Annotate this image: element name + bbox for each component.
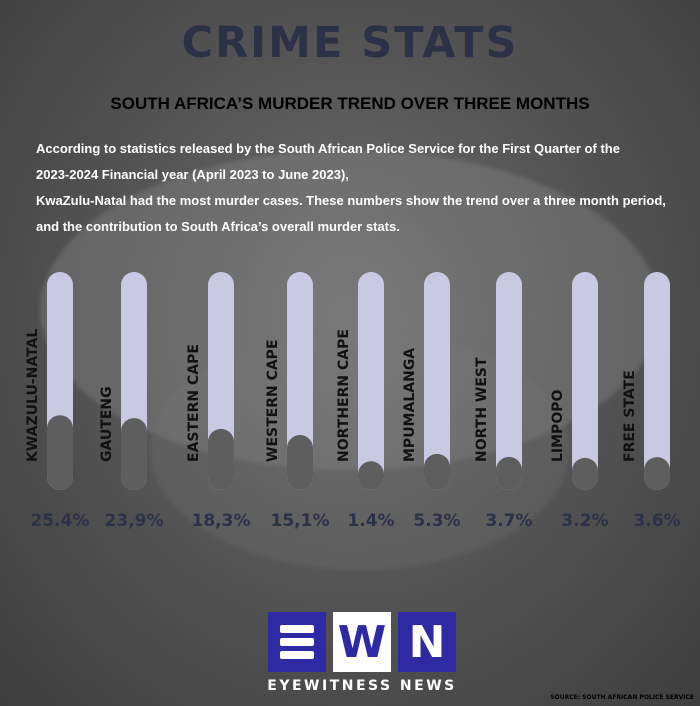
logo-e-bar (280, 625, 314, 633)
value-label: 5.3% (413, 511, 460, 531)
bar-track (496, 272, 522, 490)
intro-line: According to statistics released by the … (36, 141, 620, 156)
category-label: WESTERN CAPE (265, 339, 281, 462)
bar-fill (572, 457, 598, 490)
page-subtitle: SOUTH AFRICA’S MURDER TREND OVER THREE M… (110, 94, 590, 113)
bar-fill (208, 428, 234, 490)
bar-track (572, 272, 598, 490)
category-label: FREE STATE (622, 370, 638, 462)
logo-e-mark (280, 625, 314, 659)
value-label: 3.7% (485, 511, 532, 531)
logo-e-bar (280, 651, 314, 659)
bar-fill (47, 415, 73, 490)
bar-track (287, 272, 313, 490)
bar-fill (358, 461, 384, 490)
bar-track (358, 272, 384, 490)
bar-fill (287, 435, 313, 490)
intro-line: 2023-2024 Financial year (April 2023 to … (36, 167, 349, 182)
logo-letter-box (268, 612, 326, 672)
bar-fill (424, 453, 450, 490)
intro-text: According to statistics released by the … (36, 136, 696, 240)
logo-letter-box: W (333, 612, 391, 672)
logo-letter-box: N (398, 612, 456, 672)
value-label: 23,9% (105, 511, 164, 531)
category-label: NORTHERN CAPE (336, 329, 352, 462)
value-label: 25.4% (31, 511, 90, 531)
value-label: 3.2% (561, 511, 608, 531)
bar-track (424, 272, 450, 490)
brand-name: EYEWITNESS NEWS (267, 678, 457, 694)
category-label: LIMPOPO (550, 390, 566, 462)
ewn-logo: W N (268, 612, 458, 674)
bar-fill (121, 418, 147, 490)
value-label: 1.4% (347, 511, 394, 531)
source-note: SOURCE: SOUTH AFRICAN POLICE SERVICE (550, 694, 694, 701)
logo-e-bar (280, 638, 314, 646)
intro-line: KwaZulu-Natal had the most murder cases.… (36, 193, 666, 208)
value-label: 3.6% (633, 511, 680, 531)
value-label: 18,3% (192, 511, 251, 531)
category-label: MPUMALANGA (402, 348, 418, 462)
bar-fill (644, 457, 670, 490)
category-label: KWAZULU-NATAL (25, 329, 41, 462)
value-label: 15,1% (271, 511, 330, 531)
category-label: GAUTENG (99, 386, 115, 462)
bar-track (644, 272, 670, 490)
bar-fill (496, 456, 522, 490)
murder-chart: KWAZULU-NATAL 25.4% GAUTENG 23,9% EASTERN CA… (25, 272, 681, 531)
intro-line: and the contribution to South Africa’s o… (36, 219, 400, 234)
category-label: EASTERN CAPE (186, 344, 202, 462)
category-label: NORTH WEST (474, 357, 490, 462)
page-title: CRIME STATS (181, 18, 519, 68)
